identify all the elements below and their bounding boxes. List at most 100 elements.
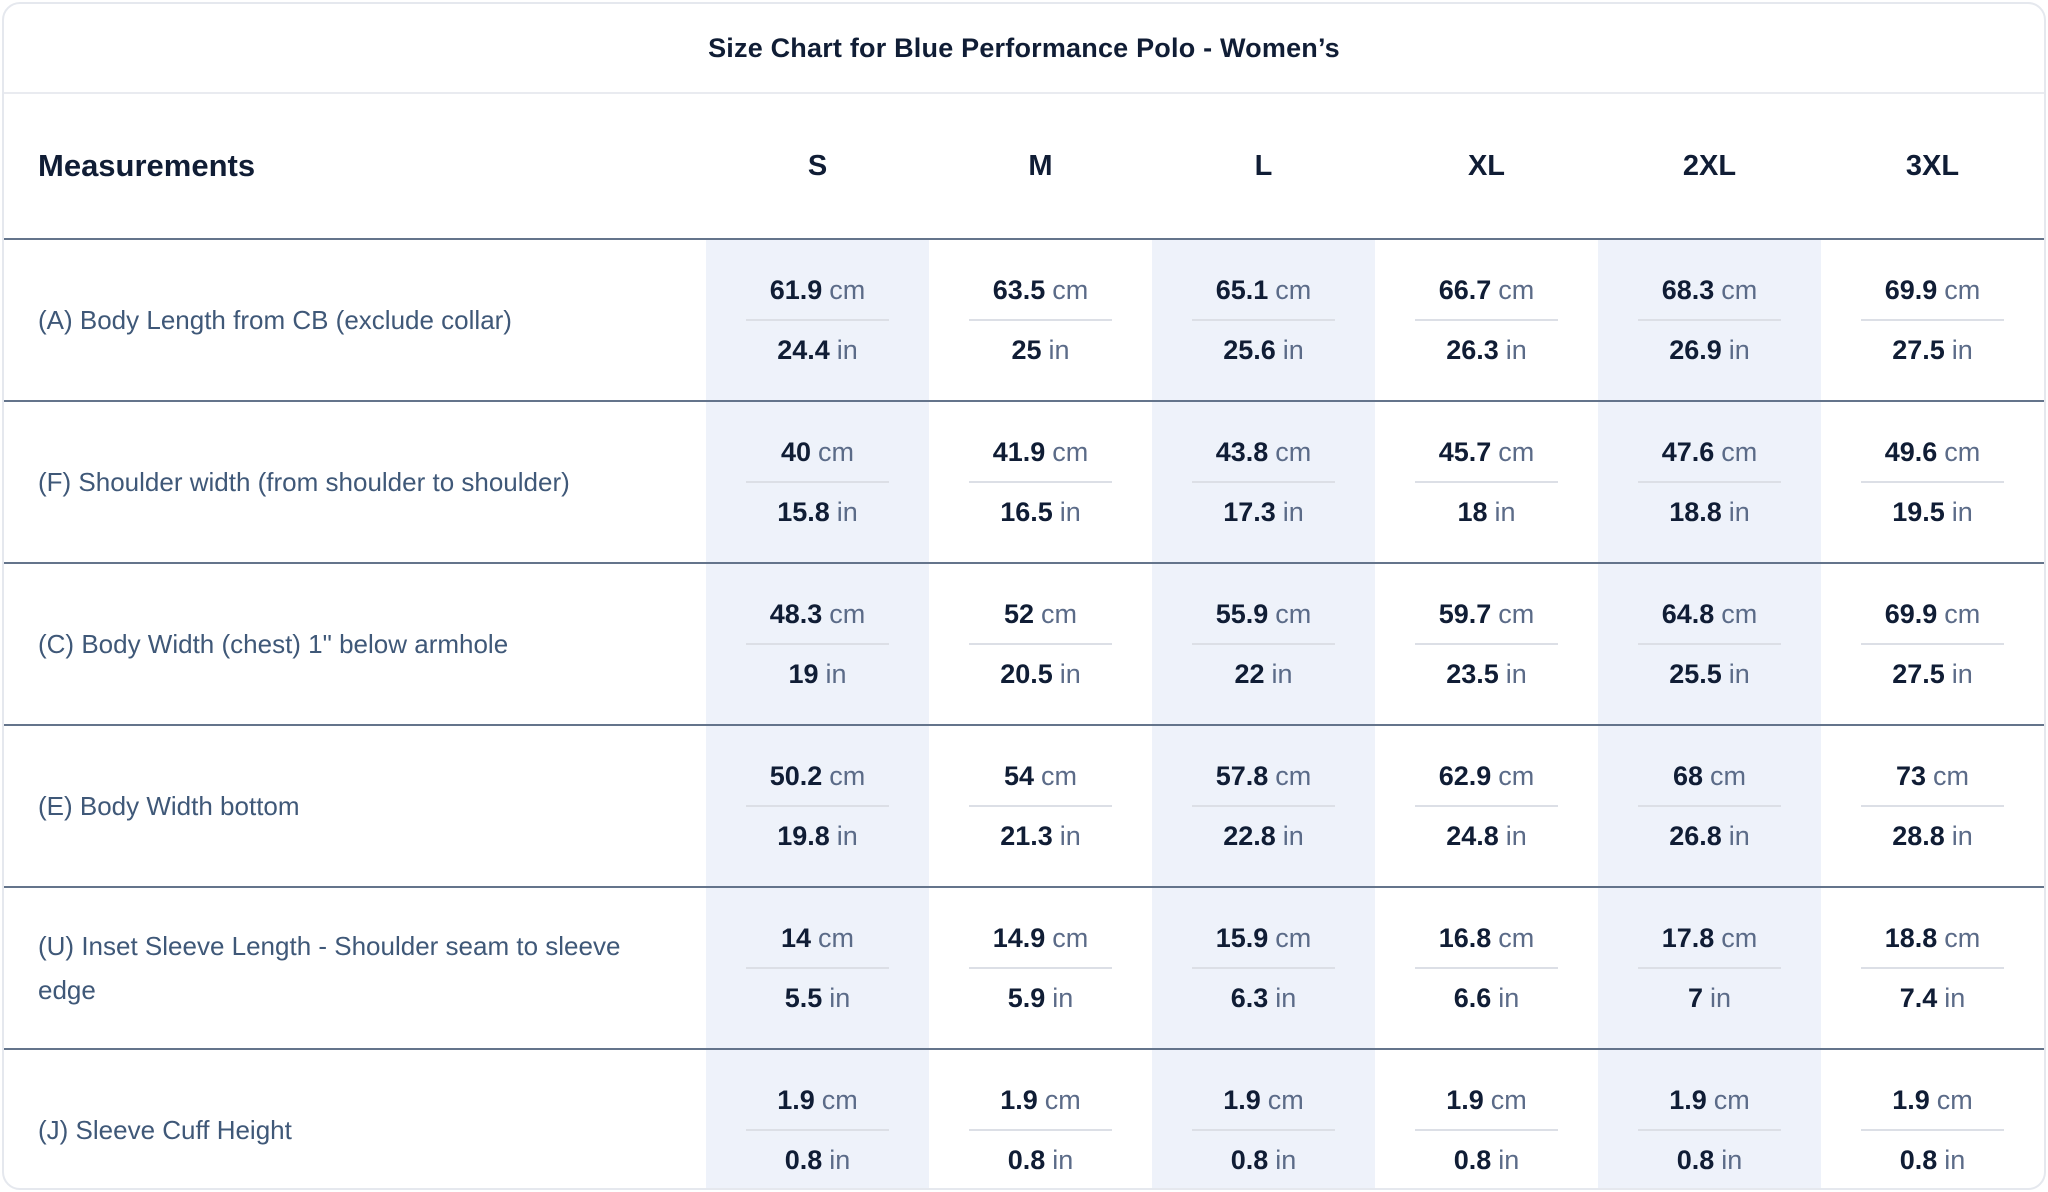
cell-divider bbox=[969, 967, 1112, 969]
in-value: 27.5 in bbox=[1892, 658, 1973, 690]
in-value-unit: in bbox=[829, 983, 851, 1013]
cell-divider bbox=[1415, 319, 1558, 321]
cm-value-number: 64.8 bbox=[1661, 598, 1715, 629]
cm-value-unit: cm bbox=[1944, 274, 1981, 305]
cm-value-number: 59.7 bbox=[1438, 598, 1492, 629]
cm-value: 1.9 cm bbox=[1446, 1084, 1527, 1116]
cm-value: 65.1 cm bbox=[1216, 274, 1312, 306]
cm-value-number: 14.9 bbox=[992, 922, 1046, 953]
in-value-number: 18.8 bbox=[1669, 497, 1722, 527]
cell-divider bbox=[746, 319, 889, 321]
cm-value-number: 15.9 bbox=[1215, 922, 1269, 953]
in-value-number: 5.5 bbox=[784, 983, 823, 1013]
cm-value-unit: cm bbox=[1041, 598, 1078, 629]
in-value-unit: in bbox=[1505, 821, 1527, 851]
cm-value-number: 47.6 bbox=[1661, 436, 1715, 467]
cm-value: 16.8 cm bbox=[1439, 922, 1535, 954]
in-value-unit: in bbox=[1728, 659, 1750, 689]
cm-value-number: 45.7 bbox=[1438, 436, 1492, 467]
cell-divider bbox=[1638, 319, 1781, 321]
cm-value-number: 65.1 bbox=[1215, 274, 1269, 305]
in-value: 26.8 in bbox=[1669, 820, 1750, 852]
in-value-unit: in bbox=[1951, 497, 1973, 527]
cm-value: 1.9 cm bbox=[1892, 1084, 1973, 1116]
size-value-cell: 17.8 cm 7 in bbox=[1598, 888, 1821, 1048]
cm-value-unit: cm bbox=[1267, 1084, 1304, 1115]
cm-value: 68.3 cm bbox=[1662, 274, 1758, 306]
cm-value-unit: cm bbox=[1710, 760, 1747, 791]
size-value-cell: 54 cm 21.3 in bbox=[929, 726, 1152, 886]
in-value: 6.3 in bbox=[1231, 982, 1297, 1014]
size-column-header-xl: XL bbox=[1467, 149, 1506, 182]
cm-value: 50.2 cm bbox=[770, 760, 866, 792]
in-value: 15.8 in bbox=[777, 496, 858, 528]
cm-value-number: 50.2 bbox=[769, 760, 823, 791]
table-row: (F) Shoulder width (from shoulder to sho… bbox=[4, 400, 2044, 562]
cm-value: 1.9 cm bbox=[1000, 1084, 1081, 1116]
size-value-cell: 63.5 cm 25 in bbox=[929, 240, 1152, 400]
in-value: 24.4 in bbox=[777, 334, 858, 366]
in-value-number: 26.9 bbox=[1669, 335, 1722, 365]
in-value-unit: in bbox=[1275, 1145, 1297, 1175]
size-column-header-l: L bbox=[1254, 149, 1273, 182]
in-value: 0.8 in bbox=[1231, 1144, 1297, 1176]
in-value-number: 22 bbox=[1234, 659, 1265, 689]
size-value-cell: 45.7 cm 18 in bbox=[1375, 402, 1598, 562]
cm-value-number: 69.9 bbox=[1884, 598, 1938, 629]
in-value-unit: in bbox=[1498, 983, 1520, 1013]
table-row: (E) Body Width bottom 50.2 cm 19.8 in 54… bbox=[4, 724, 2044, 886]
in-value-unit: in bbox=[1951, 659, 1973, 689]
cm-value: 73 cm bbox=[1896, 760, 1969, 792]
in-value-number: 0.8 bbox=[1676, 1145, 1715, 1175]
cm-value-number: 61.9 bbox=[769, 274, 823, 305]
cm-value-number: 40 bbox=[780, 436, 812, 467]
size-value-cell: 1.9 cm 0.8 in bbox=[1821, 1050, 2044, 1188]
cm-value: 45.7 cm bbox=[1439, 436, 1535, 468]
size-value-cell: 48.3 cm 19 in bbox=[706, 564, 929, 724]
cm-value-unit: cm bbox=[1944, 922, 1981, 953]
cell-divider bbox=[1192, 805, 1335, 807]
cm-value-number: 57.8 bbox=[1215, 760, 1269, 791]
in-value-number: 0.8 bbox=[1899, 1145, 1938, 1175]
in-value-number: 0.8 bbox=[1007, 1145, 1046, 1175]
in-value-number: 0.8 bbox=[1453, 1145, 1492, 1175]
cm-value-number: 1.9 bbox=[1000, 1084, 1038, 1115]
cell-divider bbox=[1638, 967, 1781, 969]
cm-value-unit: cm bbox=[1275, 274, 1312, 305]
in-value-unit: in bbox=[1059, 497, 1081, 527]
cell-divider bbox=[1638, 481, 1781, 483]
measurement-label: (U) Inset Sleeve Length - Shoulder seam … bbox=[38, 930, 621, 1005]
in-value-unit: in bbox=[1052, 983, 1074, 1013]
cm-value-unit: cm bbox=[1498, 922, 1535, 953]
in-value: 27.5 in bbox=[1892, 334, 1973, 366]
cm-value: 68 cm bbox=[1673, 760, 1746, 792]
cm-value: 48.3 cm bbox=[770, 598, 866, 630]
cm-value-unit: cm bbox=[818, 436, 855, 467]
cm-value-number: 1.9 bbox=[777, 1084, 815, 1115]
size-value-cell: 68 cm 26.8 in bbox=[1598, 726, 1821, 886]
in-value: 0.8 in bbox=[1454, 1144, 1520, 1176]
size-value-cell: 47.6 cm 18.8 in bbox=[1598, 402, 1821, 562]
size-value-cell: 57.8 cm 22.8 in bbox=[1152, 726, 1375, 886]
cm-value-number: 16.8 bbox=[1438, 922, 1492, 953]
cm-value-unit: cm bbox=[1498, 436, 1535, 467]
cm-value-number: 66.7 bbox=[1438, 274, 1492, 305]
size-value-cell: 14.9 cm 5.9 in bbox=[929, 888, 1152, 1048]
measurements-column-header: Measurements bbox=[38, 148, 256, 183]
size-value-cell: 50.2 cm 19.8 in bbox=[706, 726, 929, 886]
in-value-number: 6.6 bbox=[1453, 983, 1492, 1013]
cm-value: 69.9 cm bbox=[1885, 598, 1981, 630]
in-value: 19 in bbox=[788, 658, 846, 690]
in-value-unit: in bbox=[1498, 1145, 1520, 1175]
cell-divider bbox=[1861, 481, 2004, 483]
cm-value: 40 cm bbox=[781, 436, 854, 468]
cm-value-number: 14 bbox=[780, 922, 812, 953]
cm-value-unit: cm bbox=[1275, 760, 1312, 791]
cm-value-unit: cm bbox=[1721, 922, 1758, 953]
table-row: (C) Body Width (chest) 1" below armhole … bbox=[4, 562, 2044, 724]
cm-value: 1.9 cm bbox=[1669, 1084, 1750, 1116]
cm-value: 59.7 cm bbox=[1439, 598, 1535, 630]
in-value-unit: in bbox=[1059, 659, 1081, 689]
in-value-unit: in bbox=[825, 659, 847, 689]
cell-divider bbox=[1415, 481, 1558, 483]
